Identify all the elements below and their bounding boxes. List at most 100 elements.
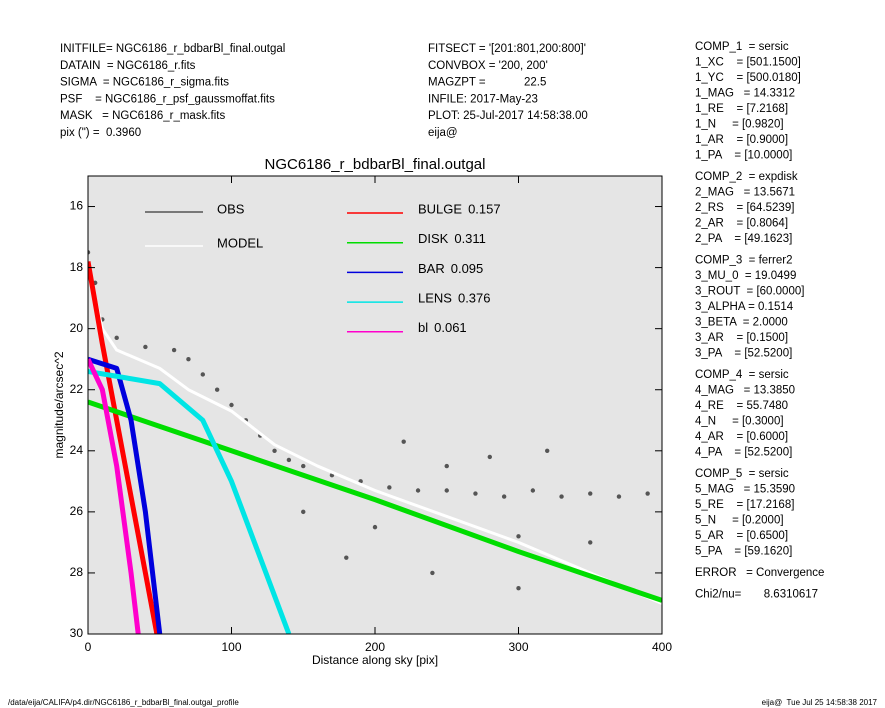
x-tick-label: 100 <box>221 640 241 654</box>
parameter-line: 1_XC = [501.1500] <box>695 57 801 69</box>
obs-point <box>444 488 449 493</box>
parameter-line: ERROR = Convergence <box>695 567 824 579</box>
obs-point <box>286 457 292 463</box>
parameter-line: COMP_5 = sersic <box>695 468 789 480</box>
y-tick-label: 28 <box>70 565 84 579</box>
y-tick-label: 20 <box>70 321 84 335</box>
obs-point <box>88 250 91 255</box>
legend-fraction: 0.376 <box>458 291 491 306</box>
y-tick-label: 16 <box>70 199 84 213</box>
parameter-line: 5_MAG = 15.3590 <box>695 484 795 496</box>
parameter-line: 3_PA = [52.5200] <box>695 348 792 360</box>
parameter-line: 4_N = [0.3000] <box>695 416 784 428</box>
parameter-line: 2_PA = [49.1623] <box>695 233 792 245</box>
footer-stamp: eija@ Tue Jul 25 14:58:38 2017 <box>762 698 878 707</box>
legend-label: DISK <box>418 231 449 246</box>
parameter-line: 2_MAG = 13.5671 <box>695 187 795 199</box>
parameter-line: 2_AR = [0.8064] <box>695 218 788 230</box>
obs-point <box>171 347 177 353</box>
header-line: INFILE: 2017-May-23 <box>428 93 538 105</box>
x-tick-label: 0 <box>85 640 92 654</box>
obs-point <box>372 524 378 530</box>
parameter-line: COMP_1 = sersic <box>695 41 789 53</box>
legend-fraction: 0.061 <box>434 320 467 335</box>
parameter-line: COMP_3 = ferrer2 <box>695 255 792 267</box>
obs-point <box>430 570 435 576</box>
x-tick-label: 300 <box>508 640 528 654</box>
parameter-line: COMP_4 = sersic <box>695 369 789 381</box>
legend-label: LENS <box>418 291 452 306</box>
obs-point <box>588 491 593 496</box>
parameter-line: 3_ALPHA = 0.1514 <box>695 301 794 313</box>
profile-line <box>88 267 662 605</box>
header-line: FITSECT = '[201:801,200:800]' <box>428 43 586 55</box>
parameter-line: COMP_2 = expdisk <box>695 171 798 183</box>
obs-point <box>516 534 521 539</box>
header-line: SIGMA = NGC6186_r_sigma.fits <box>60 77 229 89</box>
obs-point <box>501 494 507 499</box>
profile-line <box>88 368 292 634</box>
parameter-line: 3_MU_0 = 19.0499 <box>695 270 796 282</box>
header-line: eija@ <box>428 127 458 139</box>
x-axis-label: Distance along sky [pix] <box>312 653 438 667</box>
parameter-line: 1_YC = [500.0180] <box>695 72 801 84</box>
header-line: CONVBOX = '200, 200' <box>428 60 548 72</box>
parameter-line: 5_PA = [59.1620] <box>695 546 792 558</box>
header-line: INITFILE= NGC6186_r_bdbarBl_final.outgal <box>60 43 285 55</box>
y-axis-label: magnitude/arcsec^2 <box>52 351 66 458</box>
obs-point <box>143 344 148 350</box>
footer-path: /data/eija/CALIFA/p4.dir/NGC6186_r_bdbar… <box>8 698 239 707</box>
profile-line <box>88 261 160 634</box>
parameter-line: 1_AR = [0.9000] <box>695 134 788 146</box>
plot-content <box>88 250 662 634</box>
parameter-line: 2_RS = [64.5239] <box>695 202 794 214</box>
parameter-line: 3_BETA = 2.0000 <box>695 317 788 329</box>
obs-point <box>487 454 492 460</box>
header-line: MASK = NGC6186_r_mask.fits <box>60 110 225 122</box>
x-tick-label: 200 <box>365 640 385 654</box>
parameter-line: 3_AR = [0.1500] <box>695 332 788 344</box>
parameter-line: 1_N = [0.9820] <box>695 119 784 131</box>
legend-label: MODEL <box>217 235 263 250</box>
y-tick-label: 30 <box>70 626 84 640</box>
obs-point <box>559 494 564 499</box>
obs-point <box>301 463 306 469</box>
obs-point <box>588 540 593 545</box>
parameter-line: 4_MAG = 13.3850 <box>695 385 795 397</box>
legend-fraction: 0.095 <box>451 261 484 276</box>
profile-line <box>88 399 662 603</box>
y-tick-label: 24 <box>70 443 84 457</box>
obs-point <box>401 439 406 444</box>
obs-point <box>214 387 220 392</box>
parameter-line: 5_AR = [0.6500] <box>695 530 788 542</box>
legend-label: bl <box>418 320 428 335</box>
legend-label: BAR <box>418 261 445 276</box>
legend-fraction: 0.311 <box>454 231 486 246</box>
parameter-line: 3_ROUT = [60.0000] <box>695 286 804 298</box>
x-tick-label: 400 <box>652 640 672 654</box>
header-line: PLOT: 25-Jul-2017 14:58:38.00 <box>428 110 588 122</box>
obs-point <box>272 448 277 453</box>
obs-point <box>301 509 306 515</box>
legend-fraction: 0.157 <box>468 201 501 216</box>
parameter-line: 1_RE = [7.2168] <box>695 103 788 115</box>
parameter-line: 5_N = [0.2000] <box>695 515 784 527</box>
obs-point <box>229 402 234 408</box>
obs-point <box>387 485 392 490</box>
parameter-line: 4_RE = 55.7480 <box>695 400 788 412</box>
y-tick-label: 22 <box>70 382 84 396</box>
header-line: DATAIN = NGC6186_r.fits <box>60 60 196 72</box>
obs-point <box>114 335 119 341</box>
profile-line <box>88 358 141 634</box>
obs-point <box>415 488 421 493</box>
obs-point <box>186 357 191 362</box>
chart-title: NGC6186_r_bdbarBl_final.outgal <box>265 156 486 173</box>
obs-point <box>200 372 205 377</box>
parameter-line: 1_PA = [10.0000] <box>695 150 792 162</box>
obs-point <box>516 586 521 591</box>
obs-point <box>645 491 650 496</box>
obs-point <box>344 555 349 560</box>
parameter-line: Chi2/nu= 8.6310617 <box>695 589 818 601</box>
obs-point <box>473 491 478 496</box>
